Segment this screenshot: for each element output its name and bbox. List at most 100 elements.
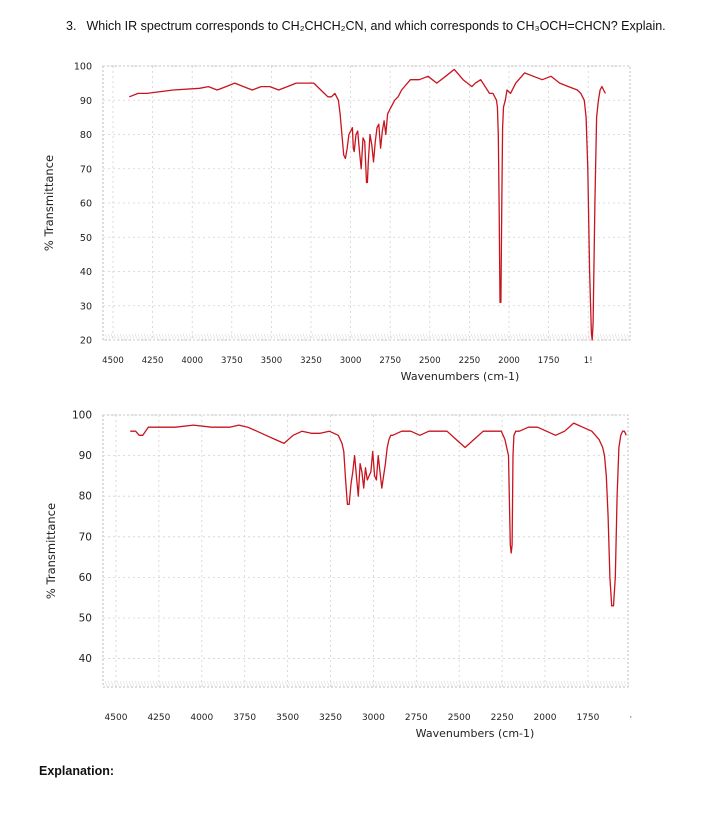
spectrum-data-point [340, 113, 341, 114]
baseline-hatch [437, 680, 441, 687]
baseline-hatch [113, 680, 117, 687]
baseline-hatch [479, 680, 483, 687]
baseline-hatch [194, 680, 198, 687]
baseline-hatch [341, 680, 345, 687]
baseline-hatch [344, 680, 348, 687]
spectrum-data-point [324, 93, 325, 94]
spectrum-data-point [376, 479, 377, 480]
baseline-hatch [623, 333, 627, 340]
spectrum-data-point [592, 339, 593, 340]
baseline-hatch [518, 680, 522, 687]
baseline-hatch [467, 680, 471, 687]
baseline-hatch [482, 333, 486, 340]
spectrum-data-point [546, 431, 547, 432]
x-tick-label: 4000 [181, 356, 203, 366]
baseline-hatch [425, 680, 429, 687]
baseline-hatch [230, 680, 234, 687]
baseline-hatch [209, 333, 213, 340]
baseline-hatch [152, 680, 156, 687]
baseline-hatch [389, 680, 393, 687]
baseline-hatch [242, 680, 246, 687]
baseline-hatch [548, 680, 552, 687]
baseline-hatch [536, 333, 540, 340]
spectrum-data-point [613, 605, 614, 606]
baseline-hatch [434, 333, 438, 340]
spectrum-data-point [334, 93, 335, 94]
spectrum-data-point [359, 151, 360, 152]
x-tick-label: · [629, 713, 632, 723]
baseline-hatch [293, 680, 297, 687]
baseline-hatch [251, 680, 255, 687]
baseline-hatch [512, 333, 516, 340]
spectrum-data-point [617, 496, 618, 497]
spectrum-data-point [130, 431, 131, 432]
baseline-hatch [116, 333, 120, 340]
spectrum-data-point [302, 431, 303, 432]
baseline-hatch [575, 680, 579, 687]
spectrum-data-point [445, 76, 446, 77]
baseline-hatch [350, 680, 354, 687]
baseline-hatch [239, 333, 243, 340]
spectrum-data-point [139, 435, 140, 436]
spectrum-data-point [175, 427, 176, 428]
baseline-hatch [200, 680, 204, 687]
spectrum-data-point [146, 93, 147, 94]
baseline-hatch [212, 333, 216, 340]
baseline-hatch [401, 333, 405, 340]
spectrum-data-point [387, 447, 388, 448]
baseline-hatch [566, 333, 570, 340]
baseline-hatch [134, 333, 138, 340]
baseline-hatch [290, 333, 294, 340]
spectrum-data-point [129, 96, 130, 97]
baseline-hatch [626, 680, 630, 687]
baseline-hatch [335, 680, 339, 687]
baseline-hatch [197, 680, 201, 687]
y-tick-label: 100 [74, 62, 92, 73]
y-tick-label: 30 [80, 301, 92, 312]
x-tick-label: 3000 [362, 713, 385, 723]
y-tick-label: 70 [80, 164, 92, 175]
spectrum-data-point [410, 79, 411, 80]
spectrum-data-point [357, 131, 358, 132]
baseline-hatch [575, 333, 579, 340]
spectrum-data-point [392, 435, 393, 436]
spectrum-data-point [474, 439, 475, 440]
baseline-hatch [419, 680, 423, 687]
spectrum-data-point [365, 467, 366, 468]
spectrum-data-point [135, 431, 136, 432]
baseline-hatch [197, 333, 201, 340]
baseline-hatch [443, 333, 447, 340]
spectrum-data-point [598, 100, 599, 101]
spectrum-data-point [600, 443, 601, 444]
baseline-hatch [605, 680, 609, 687]
baseline-hatch [587, 333, 591, 340]
spectrum-data-point [353, 148, 354, 149]
baseline-hatch [530, 333, 534, 340]
baseline-hatch [500, 333, 504, 340]
baseline-hatch [314, 680, 318, 687]
spectrum-data-point [519, 431, 520, 432]
baseline-hatch [158, 680, 162, 687]
spectrum-data-point [568, 86, 569, 87]
spectrum-data-point [193, 425, 194, 426]
spectrum-data-point [343, 154, 344, 155]
baseline-hatch [446, 333, 450, 340]
spectrum-data-point [401, 89, 402, 90]
baseline-hatch [554, 333, 558, 340]
baseline-hatch [620, 680, 624, 687]
spectrum-data-point [419, 435, 420, 436]
baseline-hatch [530, 680, 534, 687]
baseline-hatch [602, 680, 606, 687]
spectrum-data-point [356, 475, 357, 476]
baseline-hatch [215, 333, 219, 340]
baseline-hatch [473, 333, 477, 340]
x-tick-label: 3500 [276, 713, 299, 723]
spectrum-data-point [381, 488, 382, 489]
baseline-hatch [500, 680, 504, 687]
baseline-hatch [206, 333, 210, 340]
ir-spectrum-2-svg: 100 90 80 70 60 50 40 4500 4250 4000 3750 3500 3250 3… [44, 410, 632, 741]
baseline-hatch [395, 333, 399, 340]
spectrum-data-point [327, 96, 328, 97]
spectrum-data-point [600, 89, 601, 90]
baseline-hatch [413, 680, 417, 687]
